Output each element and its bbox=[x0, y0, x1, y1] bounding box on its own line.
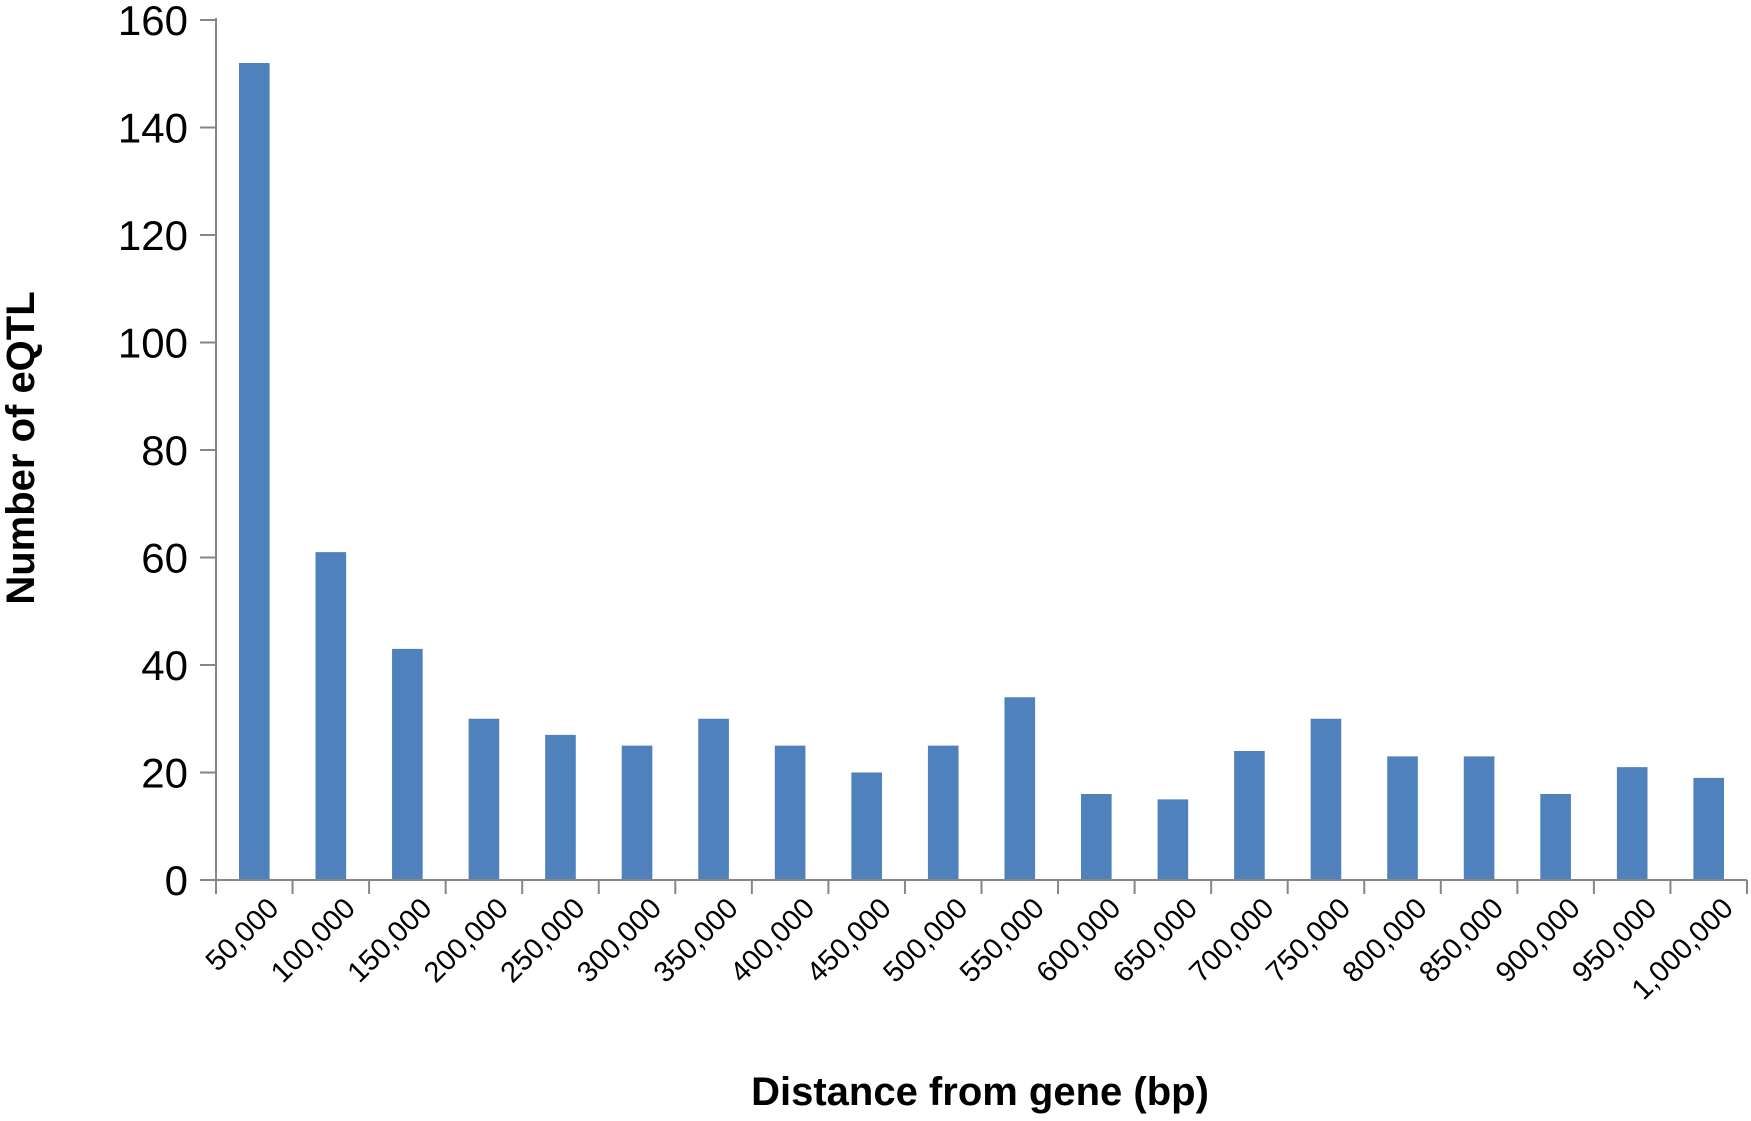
y-axis-title: Number of eQTL bbox=[0, 291, 43, 604]
bar-800000 bbox=[1387, 756, 1418, 881]
x-tick-label: 200,000 bbox=[418, 892, 515, 989]
axes-group bbox=[200, 18, 1748, 894]
bar-100000 bbox=[315, 552, 347, 881]
bar-900000 bbox=[1540, 794, 1571, 880]
x-tick-labels: 50,000100,000150,000200,000250,000300,00… bbox=[200, 892, 1740, 1006]
y-tick-label: 100 bbox=[118, 320, 188, 367]
y-tick-label: 0 bbox=[165, 857, 188, 904]
x-tick-label: 750,000 bbox=[1260, 892, 1357, 989]
x-tick-label: 450,000 bbox=[801, 892, 898, 989]
bar-1000000 bbox=[1693, 777, 1725, 881]
y-tick-label: 160 bbox=[118, 0, 188, 44]
y-tick-label: 20 bbox=[141, 750, 188, 797]
bar-600000 bbox=[1081, 794, 1112, 880]
bars-group bbox=[238, 63, 1725, 881]
x-tick-label: 900,000 bbox=[1490, 892, 1587, 989]
x-tick-label: 650,000 bbox=[1107, 892, 1204, 989]
bar-50000 bbox=[238, 63, 270, 880]
x-tick-label: 350,000 bbox=[648, 892, 745, 989]
y-tick-label: 140 bbox=[118, 105, 188, 152]
bar-950000 bbox=[1616, 767, 1648, 881]
x-tick-label: 300,000 bbox=[571, 892, 668, 989]
x-tick-label: 150,000 bbox=[342, 892, 439, 989]
x-tick-label: 550,000 bbox=[954, 892, 1051, 989]
x-tick-label: 800,000 bbox=[1337, 892, 1434, 989]
bar-300000 bbox=[621, 745, 653, 881]
y-tick-label: 60 bbox=[141, 535, 188, 582]
bar-350000 bbox=[698, 718, 729, 880]
y-tick-label: 80 bbox=[141, 427, 188, 474]
bar-200000 bbox=[468, 718, 500, 880]
bar-250000 bbox=[545, 734, 576, 881]
y-tick-labels: 0 20 40 60 80 100 120 140 160 bbox=[118, 0, 188, 904]
bar-150000 bbox=[392, 648, 423, 881]
x-tick-label: 700,000 bbox=[1184, 892, 1281, 989]
bar-450000 bbox=[851, 772, 882, 880]
bar-700000 bbox=[1234, 751, 1265, 880]
bar-650000 bbox=[1157, 799, 1189, 881]
x-tick-label: 850,000 bbox=[1413, 892, 1510, 989]
bar-400000 bbox=[774, 745, 806, 881]
x-tick-label: 500,000 bbox=[877, 892, 974, 989]
bar-550000 bbox=[1004, 697, 1036, 880]
x-tick-label: 100,000 bbox=[265, 892, 362, 989]
y-tick-label: 120 bbox=[118, 212, 188, 259]
x-axis-title: Distance from gene (bp) bbox=[751, 1070, 1209, 1114]
x-tick-label: 400,000 bbox=[724, 892, 821, 989]
x-tick-label: 600,000 bbox=[1031, 892, 1128, 989]
bar-850000 bbox=[1463, 756, 1495, 881]
y-tick-label: 40 bbox=[141, 642, 188, 689]
bar-750000 bbox=[1310, 718, 1342, 880]
x-tick-label: 250,000 bbox=[495, 892, 592, 989]
bar-500000 bbox=[927, 745, 959, 881]
